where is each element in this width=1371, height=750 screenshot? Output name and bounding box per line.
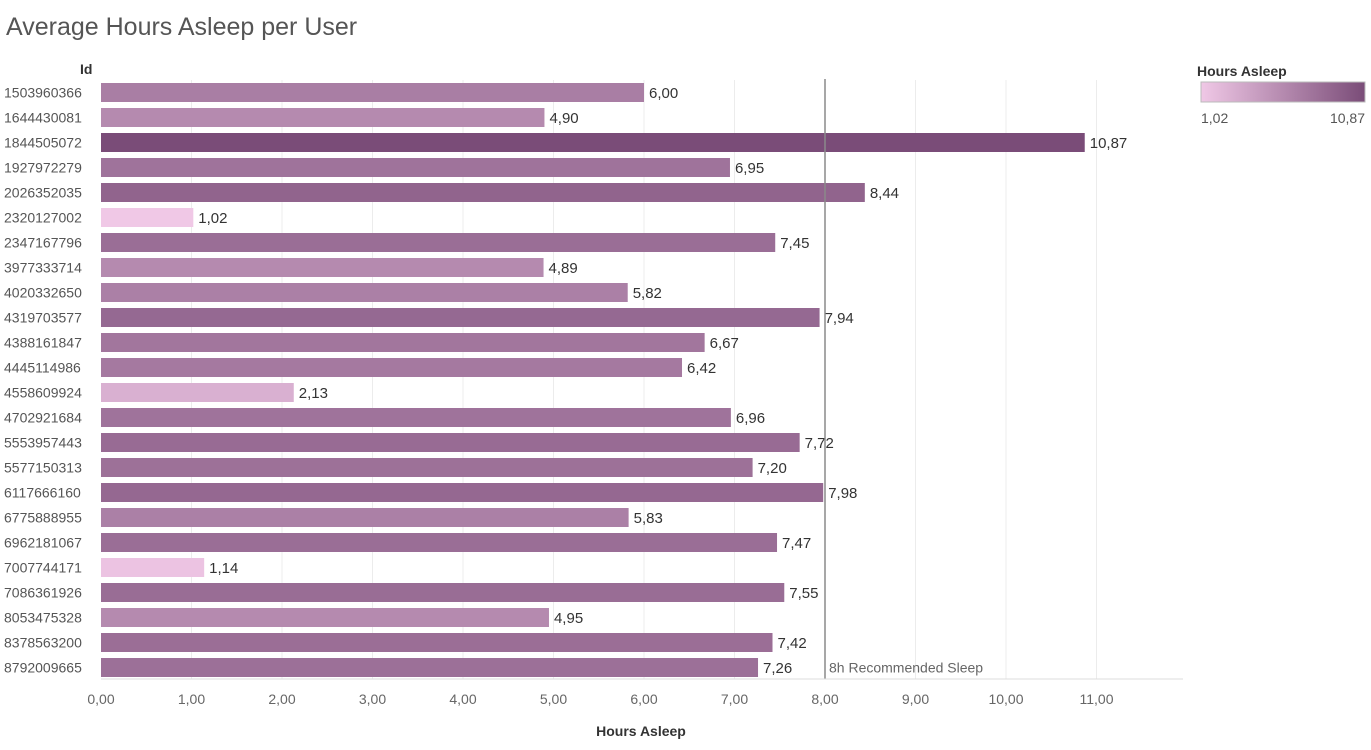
x-axis-label: Hours Asleep bbox=[596, 723, 686, 739]
value-label: 4,89 bbox=[549, 260, 578, 277]
category-label: 5577150313 bbox=[4, 460, 82, 476]
value-label: 1,14 bbox=[209, 560, 238, 577]
bar[interactable] bbox=[101, 483, 824, 502]
category-label: 4388161847 bbox=[4, 335, 82, 351]
category-label: 3977333714 bbox=[4, 260, 82, 276]
category-label: 7086361926 bbox=[4, 585, 82, 601]
bar[interactable] bbox=[101, 583, 785, 602]
category-label: 8378563200 bbox=[4, 635, 82, 651]
bar[interactable] bbox=[101, 658, 759, 677]
bar[interactable] bbox=[101, 158, 730, 177]
category-label: 4020332650 bbox=[4, 285, 82, 301]
value-labels: 6,00 4,90 10,87 6,95 8,44 1,02 7,45 4,89 5,82 7,9… bbox=[198, 85, 1127, 677]
bar[interactable] bbox=[101, 83, 644, 102]
x-tick-label: 1,00 bbox=[178, 691, 205, 707]
category-label: 4319703577 bbox=[4, 310, 82, 326]
x-tick-label: 6,00 bbox=[630, 691, 657, 707]
bar[interactable] bbox=[101, 383, 294, 402]
bar[interactable] bbox=[101, 333, 705, 352]
x-tick-label: 2,00 bbox=[268, 691, 295, 707]
bar[interactable] bbox=[101, 133, 1085, 152]
y-axis-header: Id bbox=[80, 61, 92, 77]
category-label: 6775888955 bbox=[4, 510, 82, 526]
value-label: 7,55 bbox=[789, 585, 818, 602]
reference-line-label: 8h Recommended Sleep bbox=[829, 660, 983, 676]
category-label: 2026352035 bbox=[4, 185, 82, 201]
value-label: 6,67 bbox=[710, 335, 739, 352]
x-tick-label: 0,00 bbox=[87, 691, 114, 707]
legend-min-label: 1,02 bbox=[1201, 110, 1228, 126]
value-label: 6,96 bbox=[736, 410, 765, 427]
bar[interactable] bbox=[101, 408, 731, 427]
gridlines bbox=[191, 80, 1097, 679]
legend-title: Hours Asleep bbox=[1197, 63, 1287, 79]
value-label: 8,44 bbox=[870, 185, 899, 202]
value-label: 7,20 bbox=[758, 460, 787, 477]
value-label: 4,95 bbox=[554, 610, 583, 627]
category-label: 7007744171 bbox=[4, 560, 82, 576]
category-label: 1644430081 bbox=[4, 110, 82, 126]
bar[interactable] bbox=[101, 558, 205, 577]
bar[interactable] bbox=[101, 283, 628, 302]
x-tick-label: 8,00 bbox=[811, 691, 838, 707]
category-label: 6962181067 bbox=[4, 535, 82, 551]
x-tick-label: 11,00 bbox=[1080, 691, 1114, 707]
bar[interactable] bbox=[101, 433, 800, 452]
bar[interactable] bbox=[101, 508, 629, 527]
category-label: 1927972279 bbox=[4, 160, 82, 176]
value-label: 7,98 bbox=[828, 485, 857, 502]
bar[interactable] bbox=[101, 358, 683, 377]
value-label: 7,26 bbox=[763, 660, 792, 677]
category-label: 4558609924 bbox=[4, 385, 82, 401]
x-tick-label: 10,00 bbox=[988, 691, 1023, 707]
color-legend: Hours Asleep 1,02 10,87 bbox=[1197, 63, 1366, 126]
legend-gradient-bar bbox=[1200, 81, 1366, 103]
value-label: 1,02 bbox=[198, 210, 227, 227]
bars bbox=[101, 83, 1085, 677]
bar[interactable] bbox=[101, 533, 778, 552]
category-label: 2320127002 bbox=[4, 210, 82, 226]
category-label: 8792009665 bbox=[4, 660, 82, 676]
value-label: 10,87 bbox=[1090, 135, 1128, 152]
bar[interactable] bbox=[101, 208, 194, 227]
value-label: 7,47 bbox=[782, 535, 811, 552]
category-label: 4445114986 bbox=[4, 360, 81, 376]
x-tick-label: 5,00 bbox=[540, 691, 567, 707]
category-label: 8053475328 bbox=[4, 610, 82, 626]
category-label: 5553957443 bbox=[4, 435, 82, 451]
legend-max-label: 10,87 bbox=[1330, 110, 1365, 126]
category-label: 1503960366 bbox=[4, 85, 82, 101]
value-label: 6,95 bbox=[735, 160, 764, 177]
value-label: 6,00 bbox=[649, 85, 678, 102]
category-label: 6117666160 bbox=[4, 485, 81, 501]
value-label: 5,82 bbox=[633, 285, 662, 302]
category-label: 2347167796 bbox=[4, 235, 82, 251]
bar[interactable] bbox=[101, 233, 776, 252]
value-label: 2,13 bbox=[299, 385, 328, 402]
bar[interactable] bbox=[101, 183, 865, 202]
value-label: 4,90 bbox=[549, 110, 578, 127]
bar[interactable] bbox=[101, 633, 773, 652]
x-axis-ticks: 0,00 1,00 2,00 3,00 4,00 5,00 6,00 7,00 8,00 9,00… bbox=[87, 691, 1113, 707]
bar[interactable] bbox=[101, 458, 753, 477]
category-label: 1844505072 bbox=[4, 135, 82, 151]
x-tick-label: 3,00 bbox=[359, 691, 386, 707]
value-label: 5,83 bbox=[634, 510, 663, 527]
bar[interactable] bbox=[101, 608, 549, 627]
chart-title: Average Hours Asleep per User bbox=[6, 13, 357, 41]
bar[interactable] bbox=[101, 308, 820, 327]
x-tick-label: 4,00 bbox=[449, 691, 476, 707]
category-label: 4702921684 bbox=[4, 410, 82, 426]
bar[interactable] bbox=[101, 108, 545, 127]
value-label: 7,45 bbox=[780, 235, 809, 252]
category-labels: 1503960366 1644430081 1844505072 1927972279… bbox=[4, 85, 82, 676]
value-label: 7,94 bbox=[825, 310, 854, 327]
value-label: 7,72 bbox=[805, 435, 834, 452]
value-label: 7,42 bbox=[778, 635, 807, 652]
bar[interactable] bbox=[101, 258, 544, 277]
value-label: 6,42 bbox=[687, 360, 716, 377]
x-tick-label: 7,00 bbox=[721, 691, 748, 707]
x-tick-label: 9,00 bbox=[902, 691, 929, 707]
